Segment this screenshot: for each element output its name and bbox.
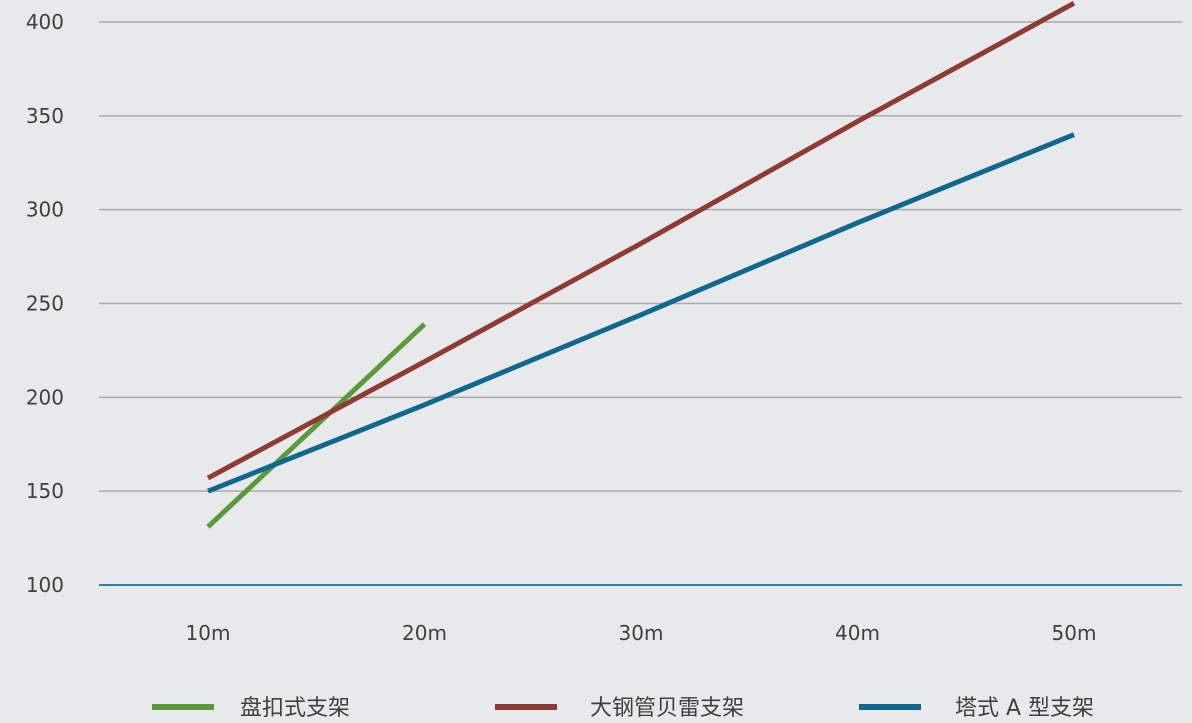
series-line-1	[206, 322, 427, 529]
y-tick-label: 150	[26, 479, 64, 503]
x-axis-tick-labels: 10m 20m 30m 40m 50m	[186, 621, 1097, 645]
y-tick-label: 250	[26, 292, 64, 316]
x-tick-label: 30m	[619, 621, 664, 645]
legend-label: 塔式 A 型支架	[955, 696, 1094, 721]
y-tick-label: 350	[26, 104, 64, 128]
y-tick-label: 200	[26, 385, 64, 409]
x-tick-label: 20m	[402, 621, 447, 645]
legend-label: 盘扣式支架	[240, 696, 350, 721]
series-line-3	[207, 132, 1075, 494]
y-tick-label: 100	[26, 573, 64, 597]
series-line-2	[206, 1, 1076, 481]
y-tick-label: 300	[26, 198, 64, 222]
gridlines	[99, 21, 1182, 586]
x-tick-label: 10m	[186, 621, 231, 645]
y-axis-tick-labels: 100 150 200 250 300 350 400	[26, 10, 64, 597]
x-tick-label: 50m	[1052, 621, 1097, 645]
x-tick-label: 40m	[835, 621, 880, 645]
legend: 盘扣式支架 大钢管贝雷支架 塔式 A 型支架	[152, 696, 1094, 721]
y-tick-label: 400	[26, 10, 64, 34]
series-lines	[206, 1, 1076, 529]
legend-label: 大钢管贝雷支架	[590, 696, 744, 721]
